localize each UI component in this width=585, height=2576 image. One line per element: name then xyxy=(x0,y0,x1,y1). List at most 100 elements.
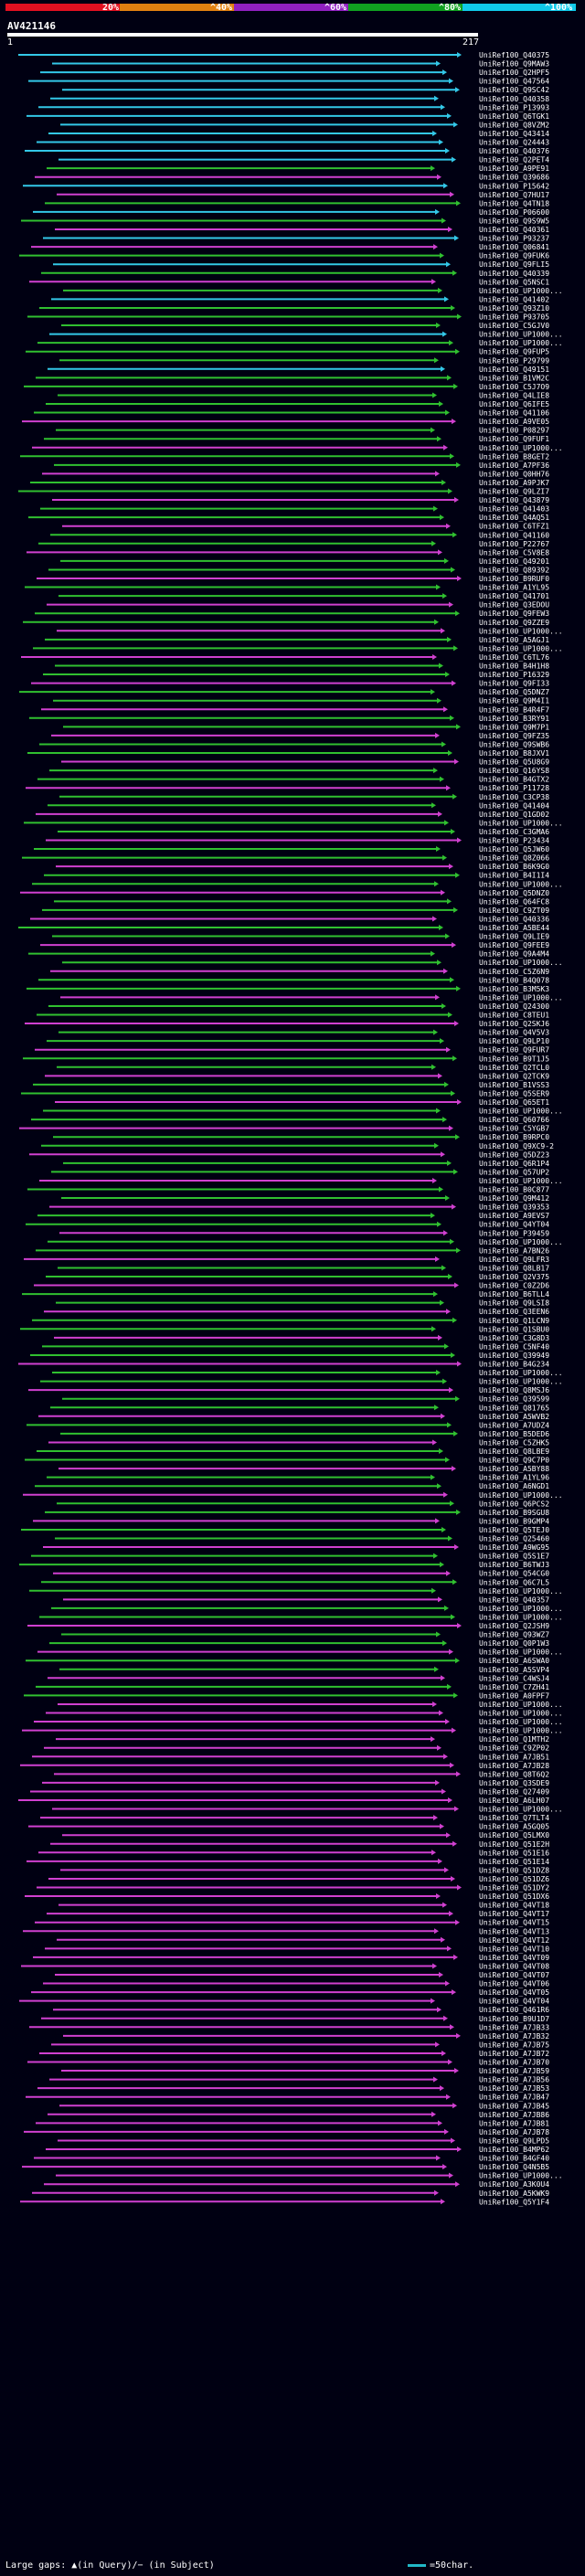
hit-label[interactable]: UniRef100_P13993 xyxy=(479,103,549,111)
hit-label[interactable]: UniRef100_Q51DY2 xyxy=(479,1884,549,1892)
hit-label[interactable]: UniRef100_C5YGB7 xyxy=(479,1125,549,1133)
hit-label[interactable]: UniRef100_B9RUF0 xyxy=(479,575,549,583)
hit-label[interactable]: UniRef100_A9PJK7 xyxy=(479,479,549,487)
hit-label[interactable]: UniRef100_UP1000... xyxy=(479,819,563,827)
hit-label[interactable]: UniRef100_B8GET2 xyxy=(479,452,549,461)
hit-label[interactable]: UniRef100_Q5U8G9 xyxy=(479,758,549,767)
hit-label[interactable]: UniRef100_A5SVP4 xyxy=(479,1666,549,1674)
hit-label[interactable]: UniRef100_B3RY91 xyxy=(479,715,549,723)
hit-label[interactable]: UniRef100_Q6C7L5 xyxy=(479,1578,549,1586)
hit-label[interactable]: UniRef100_P39459 xyxy=(479,1229,549,1237)
hit-label[interactable]: UniRef100_UP1000... xyxy=(479,2172,563,2180)
hit-label[interactable]: UniRef100_Q5DNZ7 xyxy=(479,688,549,696)
hit-label[interactable]: UniRef100_Q27409 xyxy=(479,1787,549,1796)
hit-label[interactable]: UniRef100_B4GTX2 xyxy=(479,776,549,784)
hit-label[interactable]: UniRef100_C8TEU1 xyxy=(479,1012,549,1020)
hit-label[interactable]: UniRef100_Q4LIE8 xyxy=(479,391,549,399)
hit-label[interactable]: UniRef100_C3GMA6 xyxy=(479,828,549,836)
hit-label[interactable]: UniRef100_B9U1D7 xyxy=(479,2015,549,2023)
hit-label[interactable]: UniRef100_UP1000... xyxy=(479,993,563,1002)
hit-label[interactable]: UniRef100_A6SWA0 xyxy=(479,1657,549,1665)
hit-label[interactable]: UniRef100_B4G234 xyxy=(479,1361,549,1369)
hit-label[interactable]: UniRef100_Q9LFR3 xyxy=(479,1256,549,1264)
hit-label[interactable]: UniRef100_Q7TLT4 xyxy=(479,1814,549,1822)
hit-label[interactable]: UniRef100_Q60766 xyxy=(479,1116,549,1124)
hit-label[interactable]: UniRef100_Q4N5B5 xyxy=(479,2163,549,2171)
hit-label[interactable]: UniRef100_UP1000... xyxy=(479,1806,563,1814)
hit-label[interactable]: UniRef100_Q1SBU0 xyxy=(479,1325,549,1333)
hit-label[interactable]: UniRef100_Q9M7P1 xyxy=(479,723,549,731)
hit-label[interactable]: UniRef100_Q4AQ51 xyxy=(479,514,549,522)
hit-label[interactable]: UniRef100_Q4VT17 xyxy=(479,1910,549,1918)
hit-label[interactable]: UniRef100_Q49201 xyxy=(479,557,549,566)
hit-label[interactable]: UniRef100_B4GF40 xyxy=(479,2155,549,2163)
hit-label[interactable]: UniRef100_Q5TEJ0 xyxy=(479,1526,549,1534)
hit-label[interactable]: UniRef100_A7JB45 xyxy=(479,2102,549,2110)
hit-label[interactable]: UniRef100_B4H1H8 xyxy=(479,663,549,671)
hit-label[interactable]: UniRef100_Q4VT12 xyxy=(479,1936,549,1945)
hit-label[interactable]: UniRef100_Q5DZ23 xyxy=(479,1150,549,1159)
hit-label[interactable]: UniRef100_A7JB59 xyxy=(479,2067,549,2075)
hit-label[interactable]: UniRef100_Q51E14 xyxy=(479,1858,549,1866)
hit-label[interactable]: UniRef100_B8JXV1 xyxy=(479,749,549,758)
hit-label[interactable]: UniRef100_A7JB75 xyxy=(479,2041,549,2049)
hit-label[interactable]: UniRef100_A7JB28 xyxy=(479,1762,549,1770)
hit-label[interactable]: UniRef100_A5KWK9 xyxy=(479,2189,549,2198)
hit-label[interactable]: UniRef100_Q41404 xyxy=(479,801,549,810)
hit-label[interactable]: UniRef100_Q9XC9-2 xyxy=(479,1142,554,1150)
hit-label[interactable]: UniRef100_P15642 xyxy=(479,182,549,190)
hit-label[interactable]: UniRef100_Q16YS8 xyxy=(479,767,549,775)
hit-label[interactable]: UniRef100_Q40358 xyxy=(479,95,549,103)
hit-label[interactable]: UniRef100_B9T1J5 xyxy=(479,1055,549,1063)
hit-label[interactable]: UniRef100_Q39686 xyxy=(479,174,549,182)
hit-label[interactable]: UniRef100_Q9LZI7 xyxy=(479,488,549,496)
hit-label[interactable]: UniRef100_Q9LP10 xyxy=(479,1037,549,1045)
hit-label[interactable]: UniRef100_Q51E2H xyxy=(479,1840,549,1849)
hit-label[interactable]: UniRef100_C7ZH41 xyxy=(479,1683,549,1691)
hit-label[interactable]: UniRef100_Q9M412 xyxy=(479,1194,549,1203)
hit-label[interactable]: UniRef100_P93705 xyxy=(479,313,549,322)
hit-label[interactable]: UniRef100_B6TWJ3 xyxy=(479,1561,549,1569)
hit-label[interactable]: UniRef100_Q81765 xyxy=(479,1404,549,1412)
hit-label[interactable]: UniRef100_A9EVS7 xyxy=(479,1212,549,1220)
hit-label[interactable]: UniRef100_Q40357 xyxy=(479,1595,549,1604)
hit-label[interactable]: UniRef100_UP1000... xyxy=(479,1108,563,1116)
hit-label[interactable]: UniRef100_C5GJV0 xyxy=(479,322,549,330)
hit-label[interactable]: UniRef100_Q7HU17 xyxy=(479,191,549,199)
hit-label[interactable]: UniRef100_Q2HPF5 xyxy=(479,69,549,77)
hit-label[interactable]: UniRef100_A0FPF7 xyxy=(479,1691,549,1700)
hit-label[interactable]: UniRef100_UP1000... xyxy=(479,1587,563,1595)
hit-label[interactable]: UniRef100_Q2TCL0 xyxy=(479,1064,549,1072)
hit-label[interactable]: UniRef100_Q3EEN6 xyxy=(479,1308,549,1316)
hit-label[interactable]: UniRef100_C4WSJ4 xyxy=(479,1674,549,1682)
hit-label[interactable]: UniRef100_Q4VT04 xyxy=(479,1998,549,2006)
hit-label[interactable]: UniRef100_A5AGJ1 xyxy=(479,636,549,644)
hit-label[interactable]: UniRef100_UP1000... xyxy=(479,287,563,295)
hit-label[interactable]: UniRef100_Q5S1E7 xyxy=(479,1553,549,1561)
hit-label[interactable]: UniRef100_Q9ZZE9 xyxy=(479,619,549,627)
hit-label[interactable]: UniRef100_Q1GD02 xyxy=(479,811,549,819)
hit-label[interactable]: UniRef100_Q9SWB6 xyxy=(479,740,549,748)
hit-label[interactable]: UniRef100_C5NF40 xyxy=(479,1342,549,1351)
hit-label[interactable]: UniRef100_Q9FUR7 xyxy=(479,1046,549,1055)
hit-label[interactable]: UniRef100_Q4VT18 xyxy=(479,1902,549,1910)
hit-label[interactable]: UniRef100_Q2TCK9 xyxy=(479,1072,549,1080)
hit-label[interactable]: UniRef100_A5WVB2 xyxy=(479,1413,549,1421)
hit-label[interactable]: UniRef100_P22767 xyxy=(479,540,549,548)
hit-label[interactable]: UniRef100_Q39353 xyxy=(479,1203,549,1212)
hit-label[interactable]: UniRef100_B4R4F7 xyxy=(479,705,549,714)
hit-label[interactable]: UniRef100_A7JB47 xyxy=(479,2094,549,2102)
hit-label[interactable]: UniRef100_Q5NSC1 xyxy=(479,278,549,286)
hit-label[interactable]: UniRef100_A1YL95 xyxy=(479,584,549,592)
hit-label[interactable]: UniRef100_Q9FEE9 xyxy=(479,941,549,949)
hit-label[interactable]: UniRef100_C9ZP02 xyxy=(479,1744,549,1753)
hit-label[interactable]: UniRef100_Q4VT08 xyxy=(479,1962,549,1970)
hit-label[interactable]: UniRef100_Q57UP2 xyxy=(479,1168,549,1176)
hit-label[interactable]: UniRef100_A9VE05 xyxy=(479,418,549,426)
hit-label[interactable]: UniRef100_Q8Z066 xyxy=(479,854,549,863)
hit-label[interactable]: UniRef100_UP1000... xyxy=(479,1491,563,1500)
hit-label[interactable]: UniRef100_Q4V5V3 xyxy=(479,1029,549,1037)
hit-label[interactable]: UniRef100_Q461R6 xyxy=(479,2006,549,2014)
hit-label[interactable]: UniRef100_Q3EDOU xyxy=(479,601,549,610)
hit-label[interactable]: UniRef100_Q9A4M4 xyxy=(479,950,549,959)
